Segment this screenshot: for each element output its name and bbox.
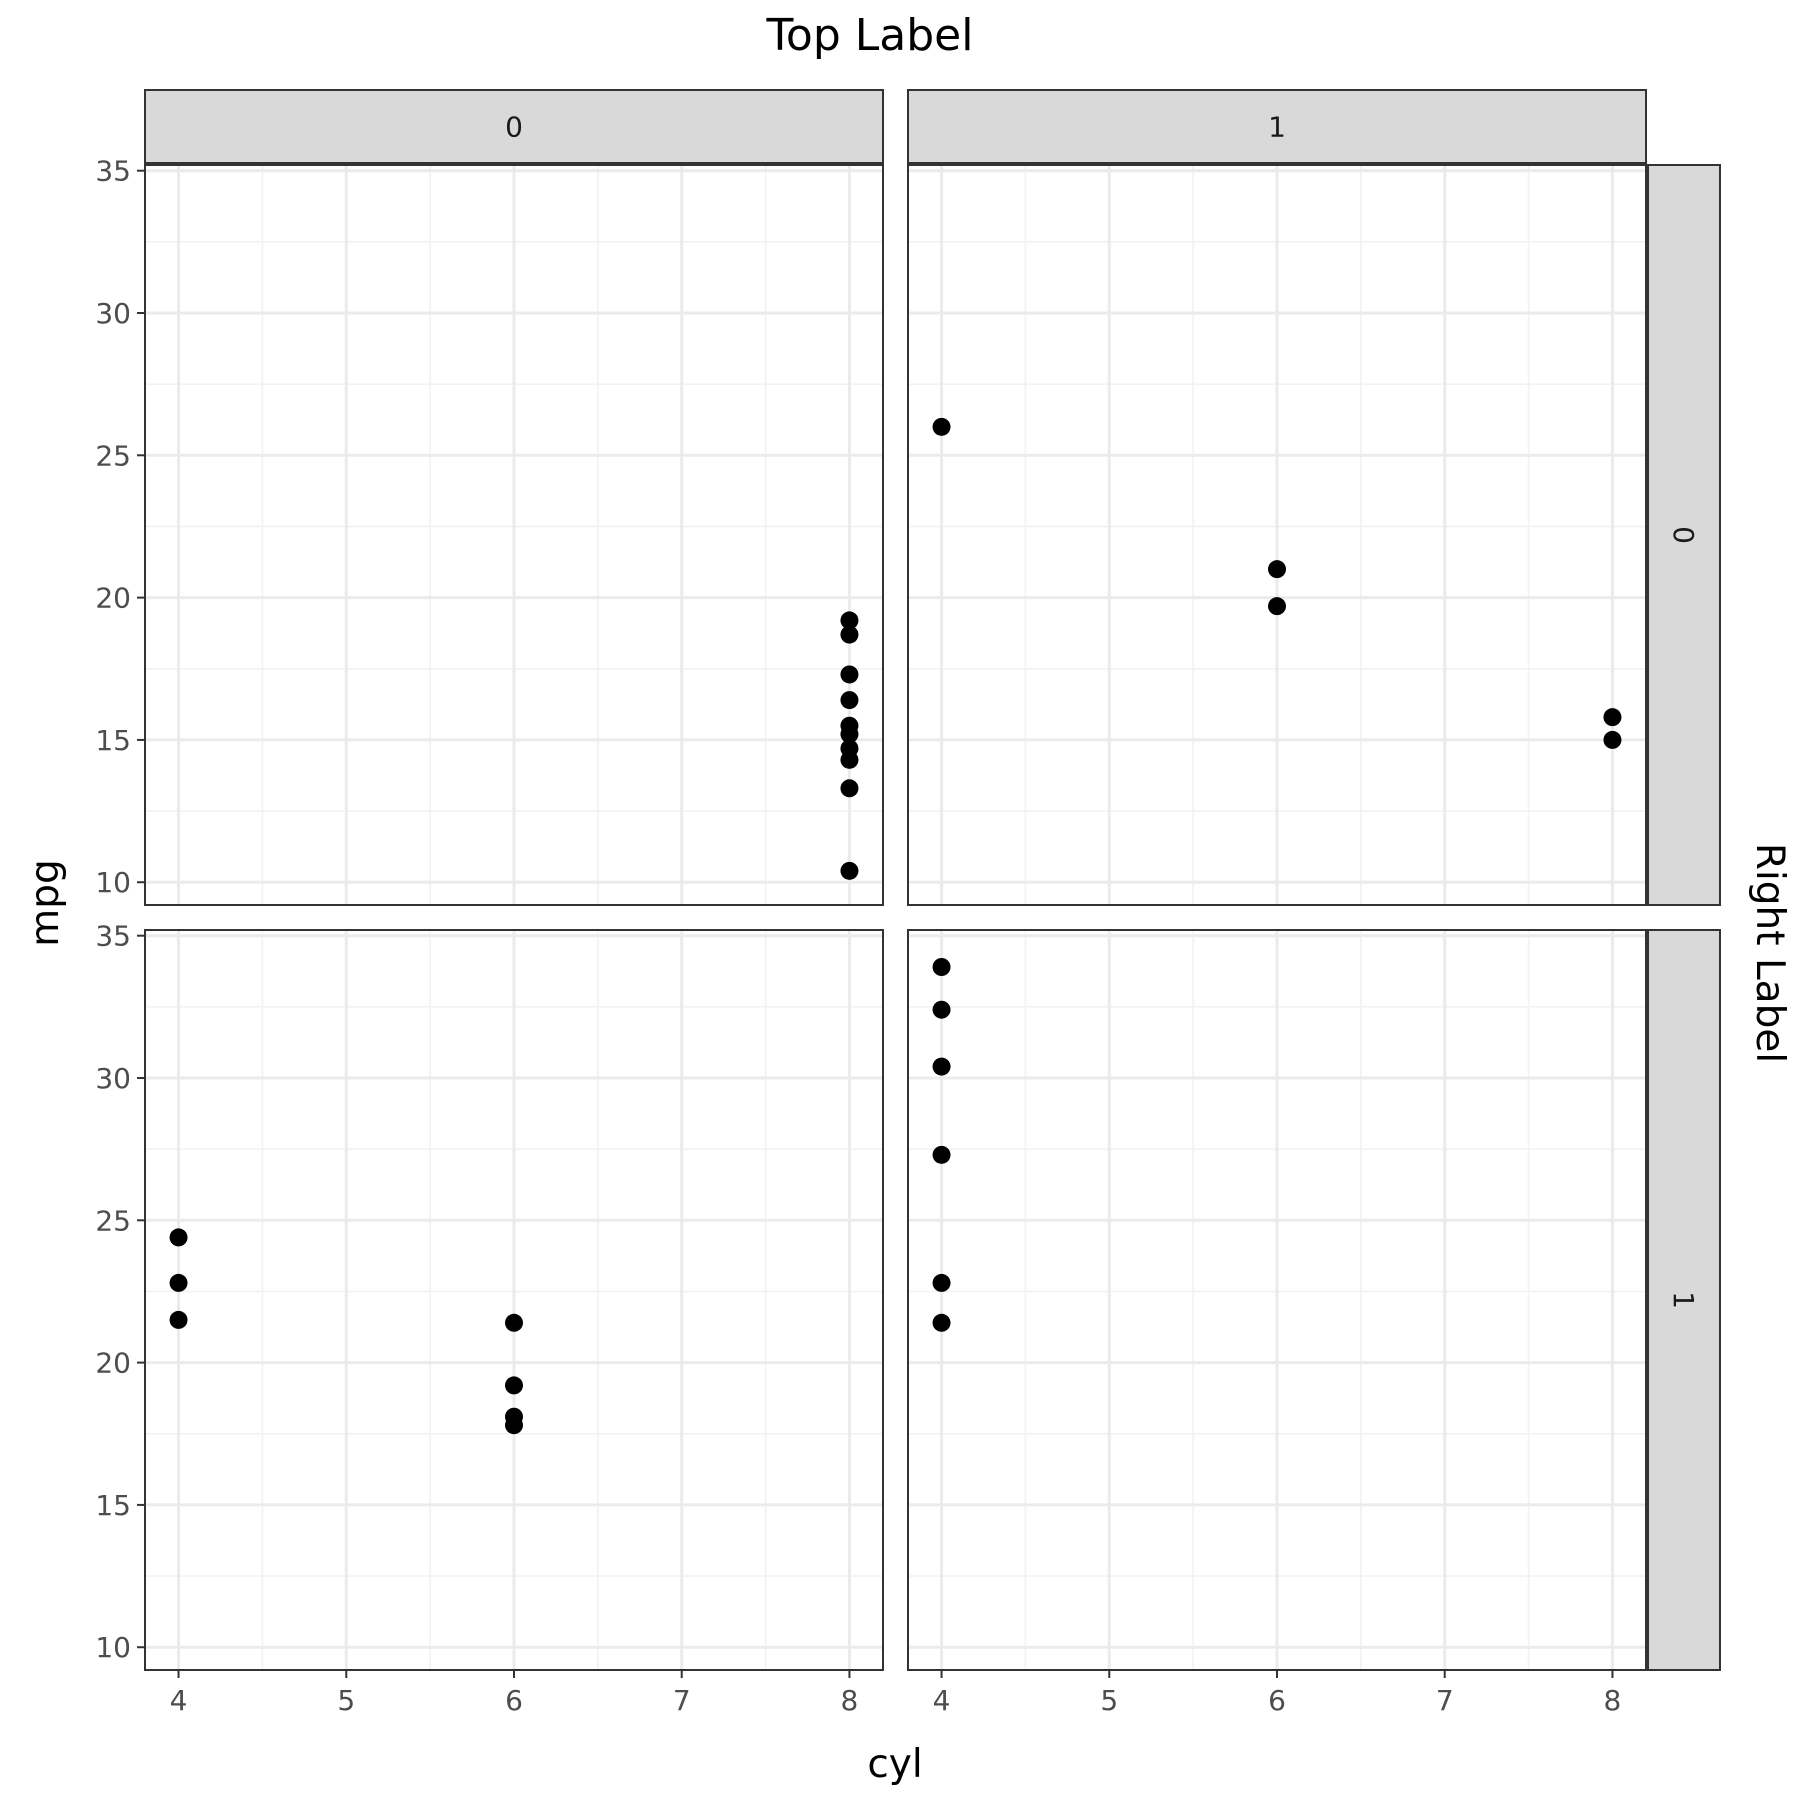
panel-0-0 [144, 164, 884, 906]
data-point [1268, 597, 1286, 616]
x-tick-label: 7 [673, 1684, 691, 1717]
data-point [505, 1416, 523, 1435]
data-point [169, 1310, 188, 1329]
panel-border [144, 164, 884, 906]
y-tick-label: 35 [95, 155, 131, 188]
data-point [169, 1273, 188, 1292]
x-tick-label: 7 [1436, 1684, 1454, 1717]
y-tick-label: 20 [95, 1347, 131, 1380]
y-tick-label: 30 [95, 1062, 131, 1095]
data-point [932, 958, 951, 976]
panel-1-0 [907, 164, 1647, 906]
data-point [840, 665, 859, 684]
axes: 10 15 20 25 30 35 10 15 20 25 30 35 4 5 6 7 8 4 5 6 7 8 [95, 155, 1621, 1717]
y-tick-label: 25 [95, 439, 131, 472]
data-point [932, 1000, 951, 1019]
strip-top-1 [907, 89, 1647, 164]
data-point [505, 1313, 523, 1332]
strip-top-0 [144, 89, 884, 164]
x-tick-label: 4 [170, 1684, 188, 1717]
right-facet-title: Right Label [1747, 843, 1792, 1063]
x-tick-label: 8 [1604, 1684, 1622, 1717]
x-tick-label: 6 [505, 1684, 523, 1717]
data-point [505, 1376, 523, 1395]
y-tick-label: 35 [95, 920, 131, 953]
data-point [840, 861, 859, 880]
y-tick-label: 10 [95, 1631, 131, 1664]
data-point [840, 725, 859, 744]
x-tick-label: 5 [1100, 1684, 1118, 1717]
strip-right-0 [1647, 164, 1721, 906]
data-point [1603, 730, 1622, 749]
data-point [840, 611, 859, 630]
y-tick-label: 30 [95, 297, 131, 330]
x-tick-label: 6 [1268, 1684, 1286, 1717]
y-axis-title: mpg [23, 859, 68, 947]
panel-0-1 [144, 929, 884, 1671]
y-tick-label: 25 [95, 1204, 131, 1237]
facet-strips: 0 1 0 1 [144, 89, 1721, 1671]
data-point [932, 417, 951, 436]
data-point [169, 1228, 188, 1247]
y-tick-label: 10 [95, 866, 131, 899]
panel-1-1 [907, 929, 1647, 1671]
data-point [840, 625, 859, 644]
data-point [932, 1313, 951, 1332]
data-point [840, 691, 859, 710]
strip-top-label: 1 [1268, 111, 1286, 144]
plot-title: Top Label [766, 10, 974, 61]
data-point [840, 779, 859, 798]
x-tick-label: 5 [337, 1684, 355, 1717]
data-point [932, 1057, 951, 1076]
data-point [840, 750, 859, 769]
data-point [932, 1273, 951, 1292]
strip-right-1 [1647, 929, 1721, 1671]
data-point [932, 1145, 951, 1164]
x-tick-label: 4 [933, 1684, 951, 1717]
data-point [1603, 708, 1622, 727]
x-axis-title: cyl [867, 1742, 922, 1787]
y-tick-label: 15 [95, 724, 131, 757]
y-tick-label: 15 [95, 1489, 131, 1522]
strip-top-label: 0 [505, 111, 523, 144]
panels [144, 164, 1647, 1671]
strip-right-label: 0 [1667, 526, 1700, 544]
x-tick-label: 8 [841, 1684, 859, 1717]
y-tick-label: 20 [95, 582, 131, 615]
data-point [1268, 560, 1286, 579]
strip-right-label: 1 [1667, 1291, 1700, 1309]
panel-border [907, 164, 1647, 906]
